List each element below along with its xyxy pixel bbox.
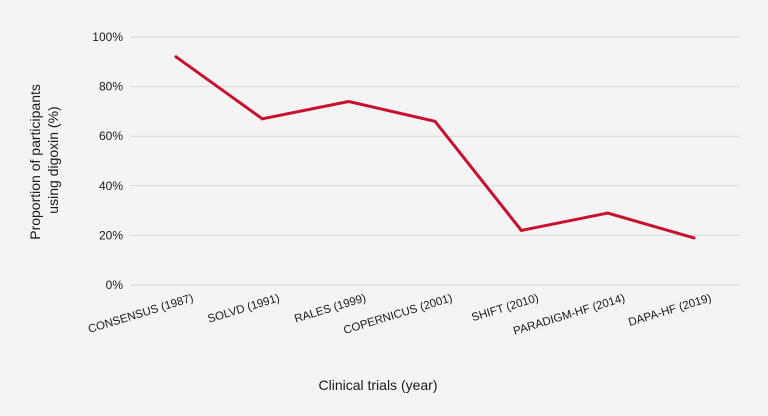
series-layer <box>174 55 696 240</box>
y-axis-label-line-2: using digoxin (%) <box>45 106 61 213</box>
y-tick-label: 80% <box>99 80 123 94</box>
data-point <box>519 228 523 232</box>
data-point <box>260 117 264 121</box>
y-tick-label: 0% <box>106 278 124 292</box>
y-axis-label: Proportion of participants using digoxin… <box>27 80 61 240</box>
data-point <box>347 99 351 103</box>
y-tick-label: 60% <box>99 129 123 143</box>
y-tick-label: 20% <box>99 228 123 242</box>
data-point <box>433 119 437 123</box>
x-tick-label: CONSENSUS (1987) <box>87 292 195 335</box>
series-line <box>174 55 696 240</box>
data-point <box>606 211 610 215</box>
x-tick-label: SOLVD (1991) <box>206 292 281 325</box>
gridlines <box>130 36 740 286</box>
y-tick-label: 100% <box>92 30 123 44</box>
x-tick-label: DAPA-HF (2019) <box>627 292 713 329</box>
data-point <box>692 236 696 240</box>
y-tick-label: 40% <box>99 179 123 193</box>
x-tick-label: SHIFT (2010) <box>470 292 540 324</box>
x-tick-labels: CONSENSUS (1987) SOLVD (1991) RALES (1999)… <box>87 292 713 337</box>
y-axis-label-line-1: Proportion of participants <box>27 84 43 240</box>
x-axis-label: Clinical trials (year) <box>318 377 437 393</box>
data-point <box>174 55 178 59</box>
y-tick-labels: 0% 20% 40% 60% 80% 100% <box>92 30 123 292</box>
